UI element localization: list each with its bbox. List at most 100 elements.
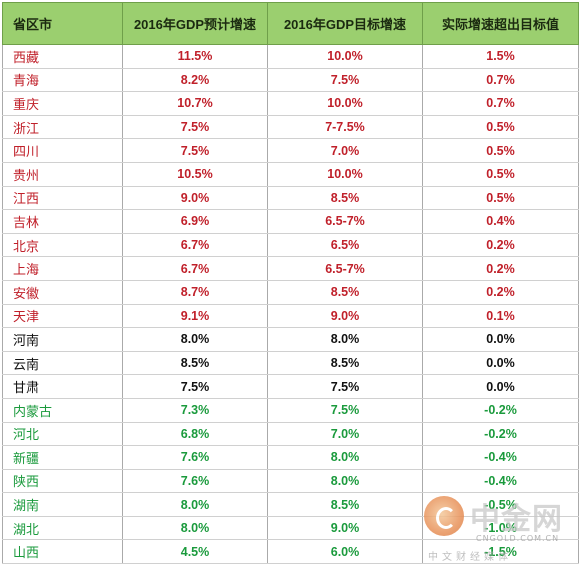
cell-target-growth: 10.0%: [267, 161, 423, 187]
cell-province: 北京: [2, 232, 123, 258]
cell-excess: 0.5%: [422, 114, 579, 140]
cell-target-growth: 10.0%: [267, 91, 423, 116]
cell-estimated-growth: 10.5%: [122, 161, 268, 187]
cell-estimated-growth: 8.7%: [122, 279, 268, 305]
cell-excess: 0.5%: [422, 138, 579, 163]
cell-estimated-growth: 8.2%: [122, 67, 268, 93]
table-row: 天津 9.1% 9.0% 0.1%: [2, 303, 579, 329]
table-row: 上海 6.7% 6.5-7% 0.2%: [2, 256, 579, 281]
cell-province: 陕西: [2, 468, 123, 494]
cell-estimated-growth: 6.7%: [122, 256, 268, 281]
cell-province: 贵州: [2, 161, 123, 187]
header-estimated-growth: 2016年GDP预计增速: [122, 2, 268, 45]
table-row: 内蒙古 7.3% 7.5% -0.2%: [2, 397, 579, 423]
cell-target-growth: 6.5%: [267, 232, 423, 258]
cell-target-growth: 7.5%: [267, 67, 423, 93]
cell-target-growth: 8.5%: [267, 350, 423, 376]
cell-target-growth: 6.5-7%: [267, 256, 423, 281]
cell-target-growth: 7.5%: [267, 374, 423, 399]
cell-estimated-growth: 6.7%: [122, 232, 268, 258]
header-target-growth: 2016年GDP目标增速: [267, 2, 423, 45]
cell-province: 天津: [2, 303, 123, 329]
cell-excess: -0.2%: [422, 421, 579, 447]
cell-province: 四川: [2, 138, 123, 163]
cell-province: 湖南: [2, 492, 123, 517]
cell-estimated-growth: 6.9%: [122, 209, 268, 234]
cell-estimated-growth: 6.8%: [122, 421, 268, 447]
table-row: 西藏 11.5% 10.0% 1.5%: [2, 44, 579, 69]
cell-excess: 0.2%: [422, 232, 579, 258]
table-row: 重庆 10.7% 10.0% 0.7%: [2, 91, 579, 116]
cell-excess: 0.4%: [422, 209, 579, 234]
cell-target-growth: 8.5%: [267, 279, 423, 305]
table-row: 新疆 7.6% 8.0% -0.4%: [2, 445, 579, 470]
table-row: 山西 4.5% 6.0% -1.5%: [2, 539, 579, 565]
cell-estimated-growth: 4.5%: [122, 539, 268, 565]
cell-estimated-growth: 9.0%: [122, 185, 268, 211]
table-row: 陕西 7.6% 8.0% -0.4%: [2, 468, 579, 494]
table-body: 西藏 11.5% 10.0% 1.5% 青海 8.2% 7.5% 0.7% 重庆 10.7% 10.…: [2, 44, 579, 565]
cell-province: 安徽: [2, 279, 123, 305]
cell-target-growth: 8.5%: [267, 185, 423, 211]
cell-province: 河北: [2, 421, 123, 447]
cell-province: 内蒙古: [2, 397, 123, 423]
cell-province: 浙江: [2, 114, 123, 140]
cell-estimated-growth: 8.5%: [122, 350, 268, 376]
cell-excess: 0.7%: [422, 91, 579, 116]
cell-province: 吉林: [2, 209, 123, 234]
cell-target-growth: 7.5%: [267, 397, 423, 423]
cell-estimated-growth: 7.5%: [122, 138, 268, 163]
table-row: 吉林 6.9% 6.5-7% 0.4%: [2, 209, 579, 234]
cell-target-growth: 8.0%: [267, 468, 423, 494]
cell-province: 河南: [2, 327, 123, 352]
cell-excess: 0.5%: [422, 185, 579, 211]
cell-province: 山西: [2, 539, 123, 565]
cell-target-growth: 7-7.5%: [267, 114, 423, 140]
cell-excess: 0.2%: [422, 279, 579, 305]
cell-province: 重庆: [2, 91, 123, 116]
cell-excess: 0.2%: [422, 256, 579, 281]
cell-target-growth: 9.0%: [267, 303, 423, 329]
cell-excess: -0.4%: [422, 468, 579, 494]
cell-estimated-growth: 8.0%: [122, 492, 268, 517]
cell-target-growth: 8.0%: [267, 327, 423, 352]
cell-excess: -1.0%: [422, 515, 579, 541]
cell-province: 青海: [2, 67, 123, 93]
cell-province: 新疆: [2, 445, 123, 470]
cell-target-growth: 9.0%: [267, 515, 423, 541]
cell-excess: -1.5%: [422, 539, 579, 565]
table-row: 江西 9.0% 8.5% 0.5%: [2, 185, 579, 211]
cell-province: 西藏: [2, 44, 123, 69]
cell-estimated-growth: 8.0%: [122, 327, 268, 352]
table-header-row: 省区市 2016年GDP预计增速 2016年GDP目标增速 实际增速超出目标值: [2, 2, 579, 45]
cell-province: 上海: [2, 256, 123, 281]
table-row: 北京 6.7% 6.5% 0.2%: [2, 232, 579, 258]
cell-estimated-growth: 11.5%: [122, 44, 268, 69]
cell-excess: 0.1%: [422, 303, 579, 329]
table-row: 四川 7.5% 7.0% 0.5%: [2, 138, 579, 163]
cell-province: 江西: [2, 185, 123, 211]
table-row: 浙江 7.5% 7-7.5% 0.5%: [2, 114, 579, 140]
cell-target-growth: 8.5%: [267, 492, 423, 517]
header-excess-over-target: 实际增速超出目标值: [422, 2, 579, 45]
cell-estimated-growth: 7.5%: [122, 374, 268, 399]
table-row: 贵州 10.5% 10.0% 0.5%: [2, 161, 579, 187]
cell-target-growth: 6.0%: [267, 539, 423, 565]
cell-estimated-growth: 10.7%: [122, 91, 268, 116]
cell-excess: 0.0%: [422, 327, 579, 352]
cell-target-growth: 7.0%: [267, 421, 423, 447]
cell-province: 云南: [2, 350, 123, 376]
cell-estimated-growth: 7.6%: [122, 445, 268, 470]
table-row: 湖南 8.0% 8.5% -0.5%: [2, 492, 579, 517]
table-row: 甘肃 7.5% 7.5% 0.0%: [2, 374, 579, 399]
table-row: 安徽 8.7% 8.5% 0.2%: [2, 279, 579, 305]
cell-province: 湖北: [2, 515, 123, 541]
cell-excess: 0.0%: [422, 374, 579, 399]
cell-excess: 1.5%: [422, 44, 579, 69]
cell-estimated-growth: 8.0%: [122, 515, 268, 541]
cell-excess: -0.5%: [422, 492, 579, 517]
table-row: 河北 6.8% 7.0% -0.2%: [2, 421, 579, 447]
cell-estimated-growth: 7.3%: [122, 397, 268, 423]
table-row: 青海 8.2% 7.5% 0.7%: [2, 67, 579, 93]
